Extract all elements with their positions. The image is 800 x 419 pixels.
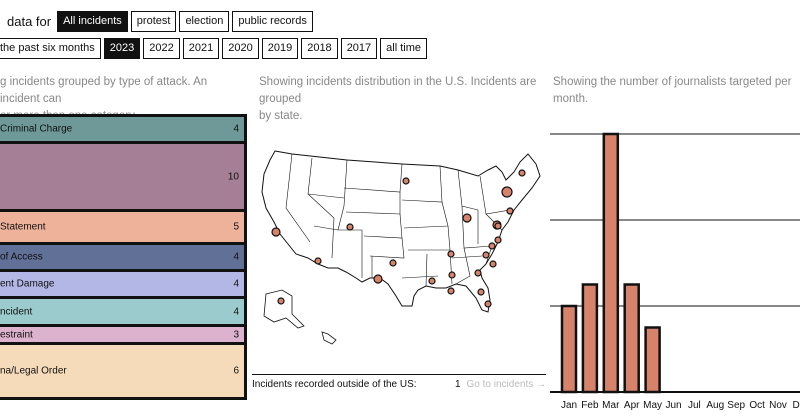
type-filter-row: data for All incidents protest election pub… — [7, 11, 316, 32]
month-tick-label: Jul — [688, 400, 701, 411]
hawaii-shape — [321, 331, 337, 345]
incident-dot[interactable] — [428, 277, 436, 285]
period-filter-6[interactable]: 2018 — [301, 38, 338, 59]
type-filter-group: All incidents protest election public recor… — [57, 11, 316, 32]
incident-dot[interactable] — [494, 222, 502, 230]
category-label: of Access — [0, 251, 43, 263]
period-filter-row: the past six months 2023 2022 2021 2020 2019 2… — [0, 38, 430, 59]
period-filter-2[interactable]: 2022 — [143, 38, 180, 59]
outside-us-count: 1 — [454, 379, 461, 390]
incident-dot[interactable] — [447, 250, 455, 258]
month-tick-label: Feb — [581, 400, 599, 411]
incident-dot[interactable] — [484, 300, 492, 308]
month-tick-label: May — [643, 400, 662, 411]
filter-label: data for — [7, 14, 52, 29]
incident-dot[interactable] — [518, 169, 526, 177]
bar-feb[interactable] — [581, 283, 599, 394]
category-count: 10 — [227, 171, 239, 182]
month-tick-label: Aug — [706, 400, 724, 411]
month-tick-label: Oct — [749, 400, 765, 411]
period-filter-0[interactable]: the past six months — [0, 38, 101, 59]
month-tick-label: Sep — [727, 400, 745, 411]
category-label: ent Damage — [0, 278, 55, 290]
period-filter-group: the past six months 2023 2022 2021 2020 2019 2… — [0, 38, 430, 59]
period-filter-3[interactable]: 2021 — [182, 38, 220, 59]
incident-dot[interactable] — [489, 260, 497, 268]
category-bar[interactable]: na/Legal Order 6 — [0, 345, 247, 400]
category-count: 4 — [233, 251, 239, 263]
month-tick-label: Jun — [665, 400, 681, 411]
category-bar[interactable]: of Access 4 — [0, 245, 247, 272]
bar-apr[interactable] — [623, 283, 640, 394]
category-label: Criminal Charge — [0, 123, 73, 135]
incident-dot[interactable] — [389, 259, 397, 267]
incident-dot[interactable] — [477, 288, 485, 296]
us-map — [252, 118, 546, 376]
go-to-incidents-link[interactable]: Go to incidents → — [466, 379, 546, 390]
bar-jan[interactable] — [560, 304, 578, 394]
bar-mar[interactable] — [602, 132, 620, 394]
type-filter-0[interactable]: All incidents — [57, 11, 128, 32]
alaska-shape — [263, 289, 305, 329]
incident-dot[interactable] — [488, 242, 496, 250]
period-filter-4[interactable]: 2020 — [222, 38, 259, 59]
incident-dot[interactable] — [271, 227, 281, 237]
category-bar[interactable]: Criminal Charge 4 — [0, 114, 247, 144]
category-bar[interactable]: 10 — [0, 144, 247, 212]
incident-dot[interactable] — [474, 269, 482, 277]
period-filter-8[interactable]: all time — [380, 38, 428, 59]
category-bar[interactable]: Statement 5 — [0, 212, 247, 245]
incident-dot[interactable] — [373, 274, 383, 284]
category-label: na/Legal Order — [0, 365, 67, 377]
type-filter-2[interactable]: election — [179, 11, 230, 32]
category-count: 6 — [233, 365, 239, 377]
category-bar[interactable]: ent Damage 4 — [0, 272, 247, 299]
incident-dot[interactable] — [402, 177, 410, 185]
incident-dot[interactable] — [501, 186, 513, 198]
us-map-svg — [261, 150, 541, 345]
period-filter-1[interactable]: 2023 — [103, 38, 141, 59]
type-filter-3[interactable]: public records — [232, 11, 313, 32]
month-tick-label: De — [793, 400, 800, 411]
month-tick-label: Mar — [602, 400, 620, 411]
month-tick-label: Jan — [561, 400, 577, 411]
outside-us-label: Incidents recorded outside of the US: — [252, 379, 417, 390]
incident-dot[interactable] — [314, 257, 322, 265]
map-description: Showing incidents distribution in the U.… — [259, 76, 537, 122]
incident-dot[interactable] — [346, 223, 354, 231]
incident-dot[interactable] — [448, 271, 456, 279]
category-label: Statement — [0, 221, 46, 233]
category-count: 5 — [233, 221, 239, 233]
period-filter-7[interactable]: 2017 — [340, 38, 378, 59]
category-count: 3 — [233, 329, 239, 340]
period-filter-5[interactable]: 2019 — [261, 38, 299, 59]
incident-dot[interactable] — [482, 251, 490, 259]
incident-dot[interactable] — [494, 236, 502, 244]
type-filter-1[interactable]: protest — [130, 11, 177, 32]
incident-dot[interactable] — [462, 213, 472, 223]
category-count: 4 — [233, 278, 239, 290]
category-count: 4 — [233, 123, 239, 135]
incident-dot[interactable] — [506, 207, 514, 215]
category-label: ncident — [0, 306, 33, 317]
bar-may[interactable] — [644, 326, 661, 394]
category-bar[interactable]: estraint 3 — [0, 327, 247, 345]
outside-us-row: Incidents recorded outside of the US: 1 … — [252, 374, 546, 390]
category-label: estraint — [0, 329, 33, 340]
category-list: Criminal Charge 4 10 Statement 5 of Access 4 en… — [0, 114, 247, 400]
months-description: Showing the number of journalists target… — [553, 76, 792, 105]
incident-dot[interactable] — [277, 297, 285, 305]
category-bar[interactable]: ncident 4 — [0, 299, 247, 327]
month-tick-label: Apr — [624, 400, 640, 411]
month-tick-label: Nov — [769, 400, 787, 411]
incident-dot[interactable] — [447, 287, 455, 295]
category-count: 4 — [233, 306, 239, 317]
